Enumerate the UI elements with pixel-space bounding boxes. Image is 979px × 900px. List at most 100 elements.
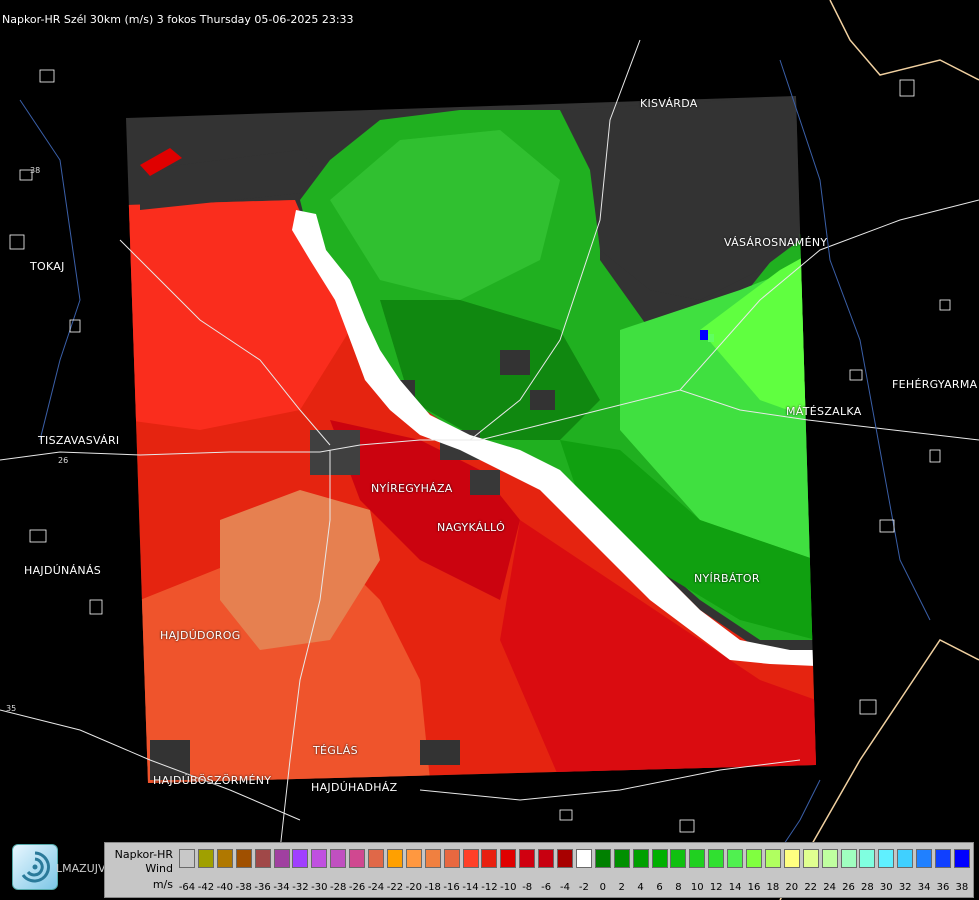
legend-swatch	[424, 849, 441, 868]
legend-swatch	[651, 849, 668, 868]
legend-swatch	[859, 849, 876, 868]
legend-swatch	[935, 849, 951, 868]
legend-tick-label: -36	[254, 882, 271, 893]
legend-swatch	[500, 849, 517, 868]
city-label-tiszavasvari: TISZAVASVÁRI	[38, 434, 120, 447]
city-label-fehergyarmat: FEHÉRGYARMA	[892, 378, 978, 391]
legend-tick-label: -40	[216, 882, 233, 893]
legend-swatch	[594, 849, 611, 868]
legend-tick-label: -34	[273, 882, 290, 893]
legend-tick-label: 34	[917, 882, 931, 893]
legend-tick-label: 8	[675, 882, 682, 893]
legend-swatch	[386, 849, 403, 868]
legend-swatch	[953, 849, 970, 868]
legend-tick-label: -12	[481, 882, 498, 893]
legend-unit: m/s	[152, 878, 173, 891]
road-number-38: 38	[30, 166, 41, 175]
legend-tick-label: 10	[690, 882, 704, 893]
legend-swatch	[878, 849, 895, 868]
legend-swatch	[519, 849, 536, 868]
legend-swatch	[179, 849, 195, 868]
city-label-hajduboszormeny: HAJDÚBÖSZÖRMÉNY	[153, 774, 272, 787]
legend-swatch	[311, 849, 328, 868]
legend-tick-label: -2	[578, 882, 589, 893]
legend-swatch	[462, 849, 479, 868]
legend-swatch	[727, 849, 744, 868]
roads	[0, 39, 979, 851]
legend-swatch	[197, 849, 214, 868]
logo-text: LMAZUJVAR	[56, 862, 120, 875]
legend-tick-label: -22	[386, 882, 404, 893]
legend-tick-label: -38	[235, 882, 252, 893]
legend-tick-label: -14	[462, 882, 479, 893]
legend-tick-label: -10	[500, 882, 517, 893]
city-label-hajdunanas: HAJDÚNÁNÁS	[24, 564, 102, 577]
legend-tick-label: 16	[747, 882, 761, 893]
legend-tick-label: -26	[348, 882, 366, 893]
legend-tick-label: -24	[367, 882, 385, 893]
legend-swatch	[349, 849, 366, 868]
legend-swatch	[897, 849, 914, 868]
legend-swatch	[632, 849, 649, 868]
legend-swatch	[254, 849, 271, 868]
legend-tick-label: 28	[861, 882, 874, 893]
legend-swatch	[783, 849, 800, 868]
city-label-teglas: TÉGLÁS	[313, 744, 358, 757]
city-label-mateszalka: MÁTÉSZALKA	[786, 405, 862, 418]
legend-tick-label: 38	[955, 882, 969, 893]
city-label-kisvarda: KISVÁRDA	[640, 97, 698, 110]
legend-swatch	[538, 849, 555, 868]
border	[829, 0, 979, 81]
legend-swatch	[689, 849, 706, 868]
city-label-hajduhadhaz: HAJDÚHADHÁZ	[311, 781, 398, 794]
legend-tick-label: -20	[405, 882, 422, 893]
city-label-nyirbator: NYÍRBÁTOR	[694, 572, 760, 585]
legend-swatch	[708, 849, 725, 868]
legend-title: Napkor-HR	[114, 848, 173, 861]
legend-tick-label: -8	[522, 882, 533, 893]
legend-tick-label: -32	[292, 882, 309, 893]
legend-tick-label: -42	[197, 882, 215, 893]
legend-tick-label: -64	[178, 882, 196, 893]
legend-tick-label: 4	[637, 882, 644, 893]
legend-tick-label: 30	[879, 882, 893, 893]
legend-tick-label: 20	[785, 882, 799, 893]
legend-swatch	[330, 849, 347, 868]
legend-tick-label: 2	[618, 882, 625, 893]
legend-swatch	[802, 849, 819, 868]
legend-swatch	[670, 849, 687, 868]
legend-swatch	[613, 849, 630, 868]
legend-swatch	[405, 849, 422, 868]
radar-logo-icon	[12, 844, 58, 890]
legend-tick-label: 18	[766, 882, 780, 893]
city-label-nagykallo: NAGYKÁLLÓ	[437, 521, 506, 534]
legend-swatch	[764, 849, 781, 868]
legend-swatch	[443, 849, 460, 868]
legend-swatch	[481, 849, 498, 868]
legend-tick-label: 36	[936, 882, 950, 893]
legend-tick-label: 6	[656, 882, 663, 893]
legend-tick-label: 32	[898, 882, 912, 893]
legend-swatch	[235, 849, 252, 868]
legend-tick-label: -6	[541, 882, 552, 893]
city-label-nyiregyhaza: NYÍREGYHÁZA	[371, 482, 453, 495]
settlements	[9, 69, 951, 833]
color-legend: Napkor-HR Wind m/s -64 -42 -40 -38 -36 -34 -32…	[104, 842, 979, 898]
legend-tick-label: 26	[842, 882, 855, 893]
legend-swatch	[840, 849, 857, 868]
legend-swatch	[273, 849, 290, 868]
legend-tick-label: 0	[599, 882, 606, 893]
legend-swatch	[216, 849, 233, 868]
city-label-tokaj: TOKAJ	[30, 260, 65, 273]
legend-tick-label: -18	[424, 882, 441, 893]
legend-variable: Wind	[145, 862, 173, 875]
legend-swatch	[821, 849, 838, 868]
road-number-35: 35	[6, 704, 17, 713]
legend-swatch	[368, 849, 384, 868]
legend-tick-label: 12	[709, 882, 723, 893]
city-label-vasarosnameny: VÁSÁROSNAMÉNY	[724, 236, 828, 249]
map-title: Napkor-HR Szél 30km (m/s) 3 fokos Thursd…	[2, 13, 354, 26]
city-label-hajdudorog: HAJDÚDOROG	[160, 629, 241, 642]
